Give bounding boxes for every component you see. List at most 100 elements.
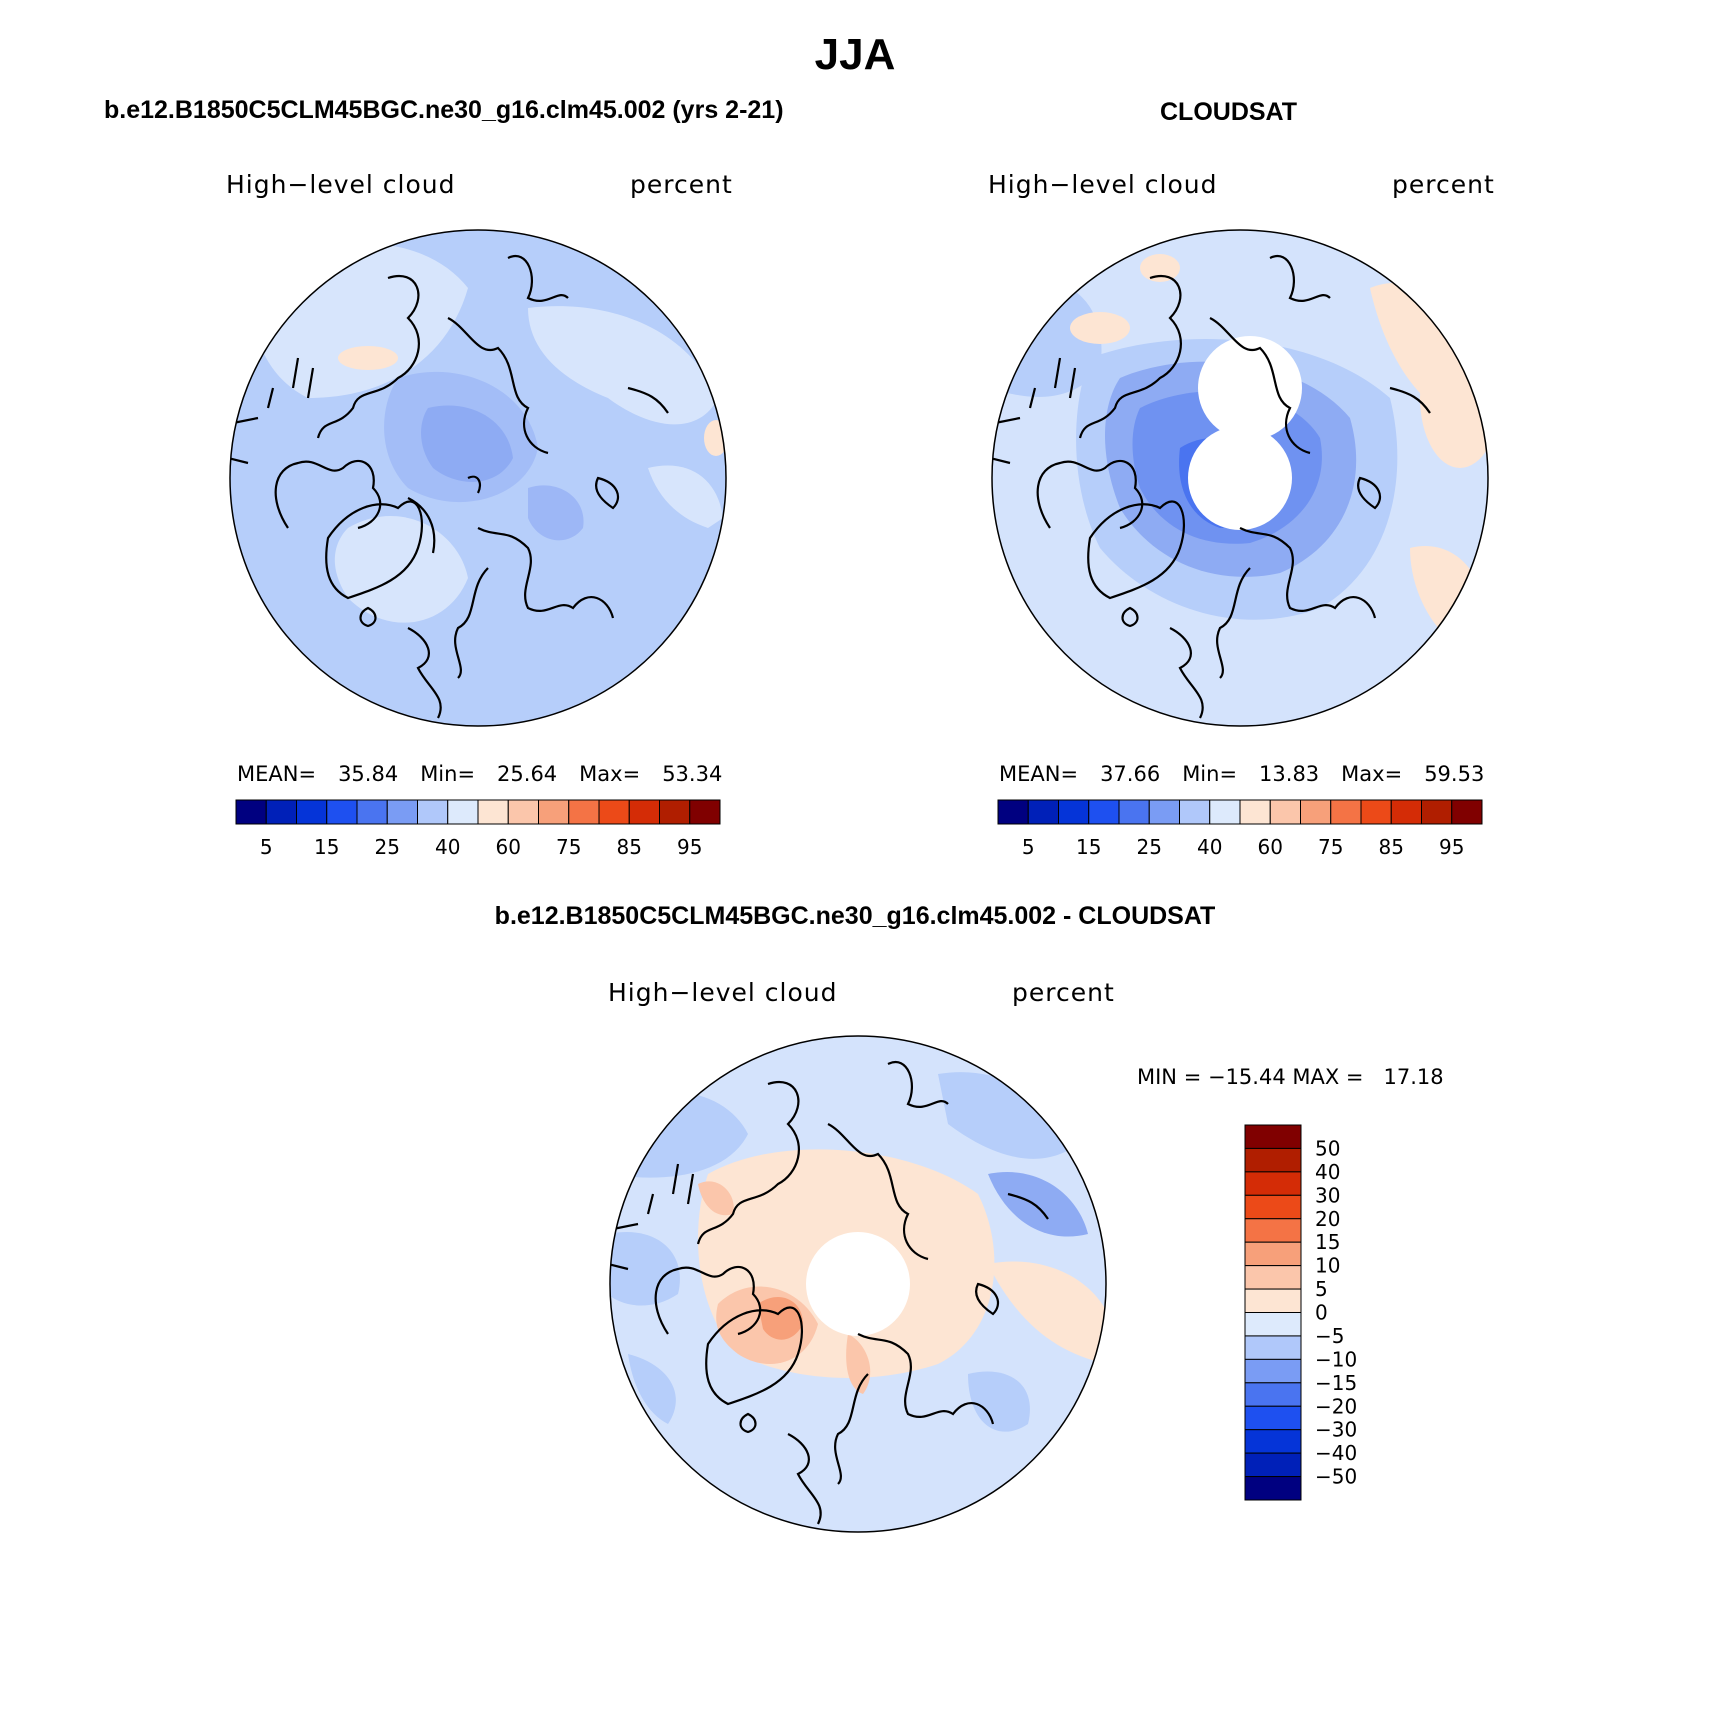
diff-variable-label: High−level cloud: [608, 978, 838, 1007]
diff-colorbar-box: [1244, 1124, 1302, 1149]
panel2-stats: MEAN= 37.66 Min= 13.83 Max= 59.53: [999, 762, 1484, 786]
panel2-colorbar-tick: 40: [1197, 835, 1222, 859]
panel2-colorbar-box: [1209, 799, 1241, 825]
panel2-units-label: percent: [1392, 170, 1495, 199]
diff-colorbar-tick: 30: [1315, 1183, 1340, 1207]
panel2-colorbar: 5 15 25 40 60 75 85 95: [997, 799, 1483, 859]
diff-polar-map: [609, 1035, 1107, 1533]
panel1-colorbar-box: [356, 799, 388, 825]
panel2-colorbar-box: [1390, 799, 1422, 825]
panel2-colorbar-tick: 60: [1258, 835, 1283, 859]
diff-colorbar-box: [1244, 1171, 1302, 1196]
panel2-max-label: Max=: [1341, 762, 1403, 786]
panel1-colorbar-box: [447, 799, 479, 825]
diff-colorbar-box: [1244, 1288, 1302, 1313]
diff-colorbar-tick: −50: [1315, 1465, 1357, 1489]
panel1-colorbar-box: [417, 799, 449, 825]
panel1-colorbar-tick: 15: [314, 835, 339, 859]
diff-colorbar-tick: −5: [1315, 1324, 1344, 1348]
panel1-colorbar-box: [568, 799, 600, 825]
panel2-colorbar-tick: 25: [1137, 835, 1162, 859]
panel1-max-label: Max=: [579, 762, 641, 786]
panel2-colorbar-box: [1269, 799, 1301, 825]
panel1-stats: MEAN= 35.84 Min= 25.64 Max= 53.34: [237, 762, 722, 786]
panel2-colorbar-box: [1360, 799, 1392, 825]
panel1-colorbar-box: [296, 799, 328, 825]
diff-colorbar-tick: 15: [1315, 1230, 1340, 1254]
diff-colorbar-box: [1244, 1194, 1302, 1220]
diff-colorbar-tick: −20: [1315, 1394, 1357, 1418]
panel2-colorbar-tick: 95: [1439, 835, 1464, 859]
panel2-polar-map: [991, 229, 1489, 727]
panel1-min-value: 25.64: [497, 762, 558, 786]
panel1-title: b.e12.B1850C5CLM45BGC.ne30_g16.clm45.002…: [104, 96, 784, 124]
panel2-colorbar-box: [1451, 799, 1483, 825]
panel1-mean-label: MEAN=: [237, 762, 317, 786]
panel1-colorbar-box: [477, 799, 509, 825]
panel1-colorbar-tick: 95: [677, 835, 702, 859]
diff-colorbar-box: [1244, 1147, 1302, 1173]
diff-colorbar-tick: −30: [1315, 1418, 1357, 1442]
panel2-colorbar-box: [1118, 799, 1150, 825]
diff-colorbar-box: [1244, 1382, 1302, 1407]
panel1-colorbar-box: [538, 799, 570, 825]
panel1-colorbar-tick: 5: [260, 835, 273, 859]
diff-colorbar-box: [1244, 1405, 1302, 1431]
figure-title: JJA: [814, 30, 896, 79]
diff-minmax: MIN = −15.44 MAX = 17.18: [1137, 1065, 1444, 1089]
diff-colorbar-tick: 50: [1315, 1136, 1340, 1160]
panel2-colorbar-box: [1300, 799, 1332, 825]
panel1-colorbar-box: [628, 799, 660, 825]
panel2-max-value: 59.53: [1424, 762, 1485, 786]
diff-units-label: percent: [1012, 978, 1115, 1007]
panel1-units-label: percent: [630, 170, 733, 199]
diff-colorbar-box: [1244, 1218, 1302, 1243]
panel2-colorbar-box: [1148, 799, 1180, 825]
diff-colorbar-tick: 20: [1315, 1207, 1340, 1231]
panel2-colorbar-box: [1239, 799, 1271, 825]
panel2-mean-value: 37.66: [1100, 762, 1161, 786]
panel2-colorbar-box: [1179, 799, 1211, 825]
panel2-colorbar-tick: 85: [1379, 835, 1404, 859]
panel2-colorbar-tick: 5: [1022, 835, 1035, 859]
diff-colorbar-tick: −40: [1315, 1441, 1357, 1465]
diff-colorbar-box: [1244, 1429, 1302, 1454]
panel2-mean-label: MEAN=: [999, 762, 1079, 786]
panel1-colorbar-tick: 75: [556, 835, 581, 859]
panel2-colorbar-tick: 75: [1318, 835, 1343, 859]
panel2-colorbar-tick: 15: [1076, 835, 1101, 859]
panel1-colorbar-tick: 40: [435, 835, 460, 859]
panel2-colorbar-box: [1330, 799, 1362, 825]
diff-colorbar-tick: 40: [1315, 1160, 1340, 1184]
diff-colorbar-box: [1244, 1476, 1302, 1501]
panel1-colorbar-box: [326, 799, 358, 825]
panel2-variable-label: High−level cloud: [988, 170, 1218, 199]
diff-colorbar-box: [1244, 1335, 1302, 1360]
diff-colorbar-tick: 5: [1315, 1277, 1328, 1301]
diff-colorbar-box: [1244, 1312, 1302, 1337]
panel1-variable-label: High−level cloud: [226, 170, 456, 199]
diff-panel-title: b.e12.B1850C5CLM45BGC.ne30_g16.clm45.002…: [494, 902, 1216, 930]
diff-colorbar-box: [1244, 1358, 1302, 1384]
diff-colorbar-tick: −15: [1315, 1371, 1357, 1395]
panel2-colorbar-box: [1058, 799, 1090, 825]
panel1-colorbar-box: [265, 799, 297, 825]
panel1-colorbar-box: [386, 799, 418, 825]
diff-colorbar-tick: −10: [1315, 1347, 1357, 1371]
panel1-min-label: Min=: [420, 762, 476, 786]
panel2-colorbar-box: [1421, 799, 1453, 825]
diff-colorbar-box: [1244, 1265, 1302, 1290]
panel1-mean-value: 35.84: [338, 762, 399, 786]
panel1-colorbar-box: [235, 799, 267, 825]
panel1-colorbar-tick: 85: [617, 835, 642, 859]
panel1-colorbar: 5 15 25 40 60 75 85 95: [235, 799, 721, 859]
panel2-colorbar-box: [1027, 799, 1059, 825]
diff-colorbar-box: [1244, 1452, 1302, 1478]
panel1-colorbar-box: [659, 799, 691, 825]
panel2-title: CLOUDSAT: [1160, 98, 1298, 126]
panel1-colorbar-tick: 60: [496, 835, 521, 859]
diff-colorbar-tick: 10: [1315, 1254, 1340, 1278]
panel2-min-label: Min=: [1182, 762, 1238, 786]
panel1-max-value: 53.34: [662, 762, 723, 786]
